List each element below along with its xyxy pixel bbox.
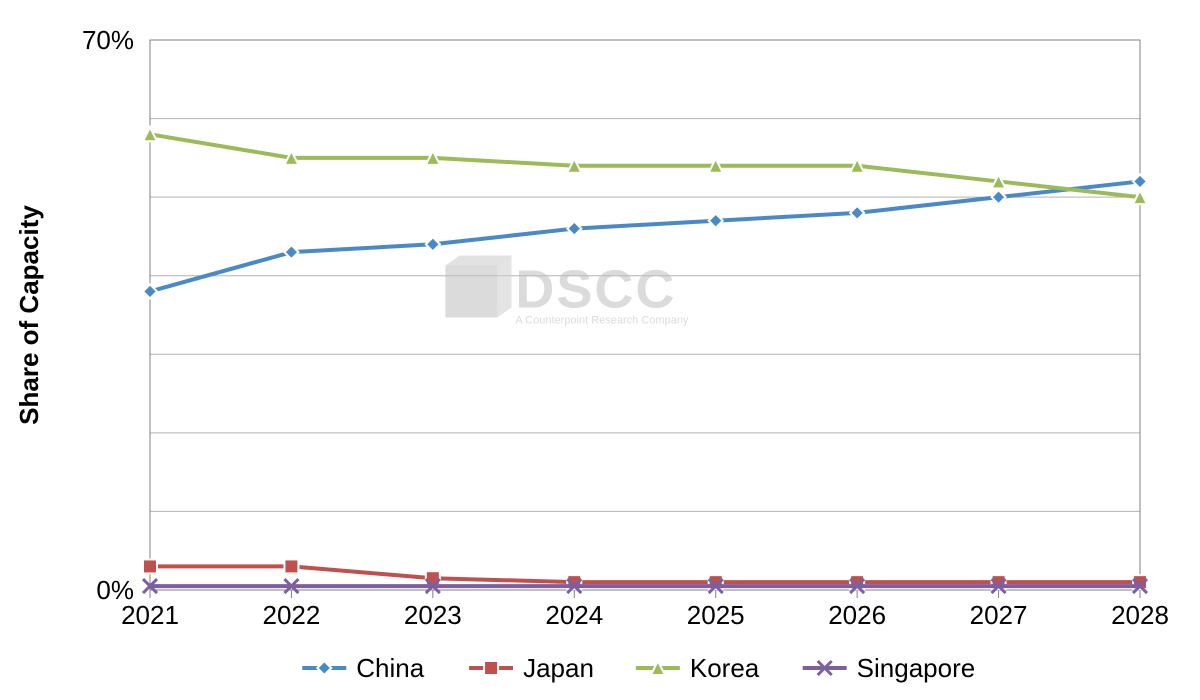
x-tick-label: 2022	[263, 600, 321, 630]
legend-label: Korea	[690, 653, 760, 683]
svg-text:DSCC: DSCC	[515, 260, 676, 320]
x-tick-label: 2028	[1111, 600, 1169, 630]
y-tick-label: 0%	[96, 575, 134, 605]
y-axis-title: Share of Capacity	[14, 205, 44, 425]
x-tick-label: 2027	[970, 600, 1028, 630]
y-tick-label: 70%	[82, 25, 134, 55]
series-marker-japan	[284, 559, 298, 573]
series-marker-japan	[143, 559, 157, 573]
x-tick-label: 2025	[687, 600, 745, 630]
x-tick-label: 2023	[404, 600, 462, 630]
watermark: DSCCA Counterpoint Research Company	[445, 256, 689, 327]
legend-label: China	[356, 653, 424, 683]
x-tick-label: 2026	[828, 600, 886, 630]
capacity-share-line-chart: DSCCA Counterpoint Research Company20212…	[0, 0, 1200, 700]
legend-marker-japan	[484, 661, 498, 675]
svg-text:A Counterpoint Research Compan: A Counterpoint Research Company	[515, 315, 689, 327]
x-tick-label: 2024	[545, 600, 603, 630]
chart-container: DSCCA Counterpoint Research Company20212…	[0, 0, 1200, 700]
legend-label: Singapore	[857, 653, 976, 683]
legend-label: Japan	[523, 653, 594, 683]
